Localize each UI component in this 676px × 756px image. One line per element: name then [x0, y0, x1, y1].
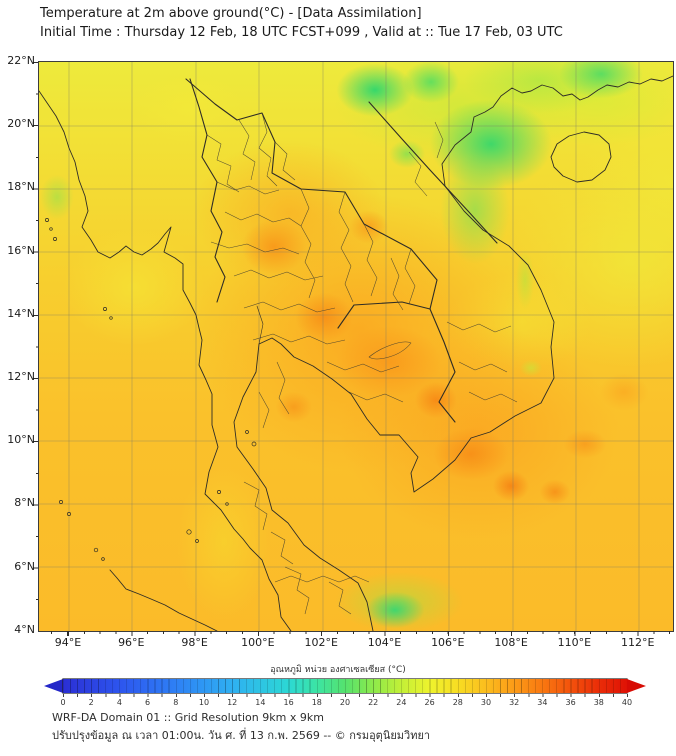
colorbar-tick-label: 0	[60, 698, 66, 707]
colorbar-tick-label: 22	[368, 698, 379, 707]
colorbar-tick-label: 14	[255, 698, 266, 707]
colorbar-left-arrow	[44, 679, 63, 693]
y-axis-tick-label: 8°N	[14, 496, 35, 510]
figure-title: Temperature at 2m above ground(°C) - [Da…	[40, 6, 422, 21]
colorbar-ticks	[63, 694, 628, 697]
x-axis-tick-label: 106°E	[431, 636, 465, 649]
colorbar-tick-label: 16	[283, 698, 294, 707]
chao-phraya-river	[256, 305, 264, 345]
x-axis-tick-label: 104°E	[367, 636, 402, 649]
y-axis-tick-label: 6°N	[14, 559, 35, 573]
border-cambodia-vietnam	[429, 308, 456, 423]
figure-subtitle: Initial Time : Thursday 12 Feb, 18 UTC F…	[40, 25, 563, 40]
x-axis-major-ticks	[38, 631, 672, 636]
map-plot-area	[38, 61, 674, 632]
y-axis-tick-label: 22°N	[7, 54, 35, 67]
x-axis-tick-label: 94°E	[54, 636, 82, 649]
colorbar-right-arrow	[627, 679, 646, 693]
y-axis-tick-label: 18°N	[7, 180, 35, 194]
y-axis-tick-label: 16°N	[7, 243, 35, 257]
y-axis-tick-label: 10°N	[7, 433, 35, 447]
gridlines-layer	[39, 62, 673, 631]
y-axis-tick-label: 4°N	[14, 622, 35, 636]
colorbar-tick-label: 2	[88, 698, 94, 707]
coastline-gulf-vietnam-china	[233, 75, 673, 631]
border-vietnam-laos	[368, 101, 498, 244]
x-axis-tick-label: 112°E	[620, 636, 655, 649]
x-axis-tick-label: 96°E	[118, 636, 145, 649]
border-myanmar-thailand	[189, 78, 226, 303]
small-islands	[45, 218, 257, 561]
border-mekong-laos	[185, 78, 438, 310]
x-axis-minor-ticks	[38, 631, 672, 634]
colorbar-tick-label: 40	[621, 698, 633, 707]
y-axis-tick-label: 14°N	[7, 306, 35, 320]
x-axis-tick-label: 98°E	[181, 636, 208, 649]
y-axis-tick-label: 20°N	[7, 117, 35, 131]
x-axis-tick-label: 110°E	[557, 636, 592, 649]
colorbar-tick-label: 24	[396, 698, 407, 707]
colorbar-tick-label: 26	[424, 698, 435, 707]
coastline-west	[39, 90, 292, 631]
footer-update-info: ปรับปรุงข้อมูล ณ เวลา 01:00น. วัน ศ. ที่…	[52, 729, 431, 742]
x-axis-tick-label: 100°E	[241, 636, 275, 649]
colorbar-tick-label: 12	[227, 698, 238, 707]
colorbar-segments	[63, 679, 627, 693]
x-axis-tick-label: 102°E	[304, 636, 338, 649]
tonle-sap-lake	[368, 341, 412, 360]
coastlines-borders-layer	[39, 75, 673, 631]
hainan-island	[550, 131, 612, 183]
temperature-field	[39, 62, 673, 631]
colorbar-tick-label: 32	[509, 698, 520, 707]
colorbar-tick-label: 28	[452, 698, 463, 707]
colorbar-tick-label: 34	[537, 698, 548, 707]
colorbar-tick-label: 4	[116, 698, 122, 707]
colorbar-label: อุณหภูมิ หน่วย องศาเซลเซียส (°C)	[270, 665, 406, 675]
border-thailand-cambodia	[337, 301, 431, 329]
y-axis-minor-ticks	[35, 61, 38, 630]
colorbar-tick-label: 18	[311, 698, 322, 707]
sumatra-coast	[109, 569, 218, 631]
footer-domain-info: WRF-DA Domain 01 :: Grid Resolution 9km …	[52, 711, 324, 724]
colorbar-tick-label: 30	[480, 698, 492, 707]
x-axis-tick-label: 108°E	[494, 636, 528, 649]
colorbar-tick-label: 10	[198, 698, 210, 707]
colorbar-tick-label: 8	[173, 698, 179, 707]
colorbar-tick-label: 6	[145, 698, 151, 707]
colorbar-body	[63, 679, 627, 693]
colorbar-tick-label: 38	[593, 698, 604, 707]
colorbar-tick-label: 20	[339, 698, 351, 707]
colorbar-tick-label: 36	[565, 698, 576, 707]
y-axis-tick-label: 12°N	[7, 370, 35, 383]
